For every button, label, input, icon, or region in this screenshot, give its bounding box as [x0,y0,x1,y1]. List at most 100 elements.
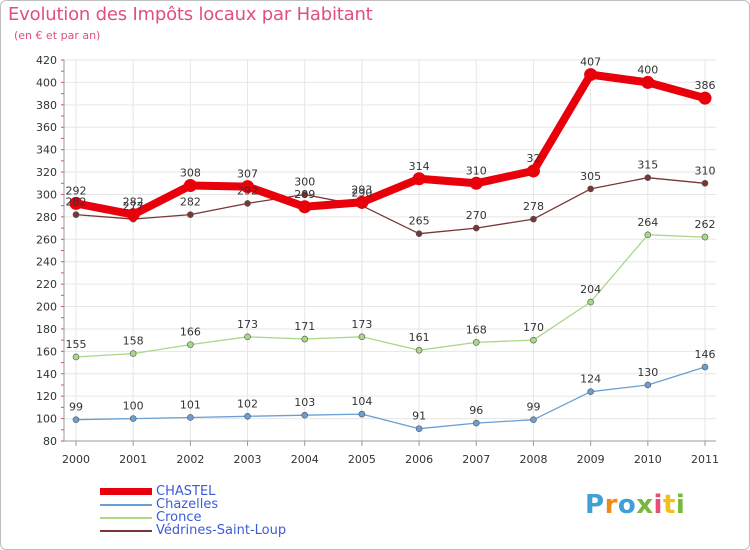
legend-label-chazelles: Chazelles [156,497,219,512]
data-point [358,410,366,418]
data-label: 282 [180,196,201,209]
data-label: 100 [123,400,144,413]
y-tick-label: 240 [36,256,57,269]
x-tick-label: 2009 [577,453,605,466]
data-point [241,180,255,194]
data-label: 407 [580,56,601,69]
y-tick-label: 160 [36,345,57,358]
data-label: 161 [409,331,430,344]
data-point [415,425,423,432]
data-point [72,416,80,424]
data-label: 166 [180,326,201,339]
data-label: 262 [695,218,716,231]
series-line-2 [75,234,706,358]
data-label: 32 [526,152,540,165]
y-tick-label: 180 [36,323,57,336]
x-tick-label: 2011 [691,453,719,466]
data-label: 400 [637,63,658,76]
x-tick-label: 2010 [634,453,662,466]
x-tick-label: 2005 [348,453,376,466]
data-label: 96 [469,404,483,417]
data-label: 102 [237,397,258,410]
data-label: 99 [526,401,540,414]
x-tick-label: 2007 [462,453,490,466]
y-tick-label: 300 [36,188,57,201]
y-tick-label: 360 [36,121,57,134]
chart-subtitle: (en € et par an) [14,29,101,42]
logo-letter: i [653,490,663,520]
data-point [244,413,251,420]
data-label: 155 [66,338,87,351]
data-label: 171 [294,320,315,333]
legend-swatch-vedrines [100,530,152,532]
data-label: 146 [695,348,716,361]
data-label: 265 [409,215,430,228]
logo-letter: x [636,490,654,520]
plot-area [64,60,716,441]
data-label: 101 [180,398,201,411]
data-label: 173 [237,318,258,331]
data-label: 308 [180,167,201,180]
data-point [530,416,537,424]
y-tick-label: 280 [36,211,57,224]
y-tick-label: 100 [36,413,57,426]
data-point [298,200,312,214]
logo-letter: o [617,490,637,520]
chart-title: Evolution des Impôts locaux par Habitant [8,4,373,25]
data-label: 99 [69,401,83,414]
data-point [126,208,140,222]
data-label: 124 [580,373,601,386]
series-lines [69,68,712,432]
data-point [584,68,598,82]
y-tick-label: 400 [36,76,57,89]
y-tick-label: 140 [36,368,57,381]
axes: 80 100 120 140 160 180 200 220 240 260 280 300 320 34… [36,54,719,466]
data-point [587,185,594,193]
series-line-3 [75,177,706,235]
data-point [530,336,537,344]
data-point [701,179,709,187]
data-label: 264 [637,216,658,229]
x-tick-label: 2006 [405,453,433,466]
data-point [644,381,652,389]
legend-label-chastel: CHASTEL [156,484,216,499]
data-label: 282 [123,196,144,209]
data-label: 173 [351,318,372,331]
y-tick-label: 200 [36,301,57,314]
data-label: 290 [351,187,372,200]
data-point [526,164,540,178]
data-point [587,298,594,306]
data-point [469,176,483,190]
data-label: 270 [466,209,487,222]
y-tick-label: 340 [36,144,57,157]
data-point [472,419,480,427]
data-point [301,411,309,419]
data-label: 386 [695,79,716,92]
x-tick-label: 2008 [519,453,547,466]
data-point [183,179,197,193]
data-label: 278 [523,200,544,213]
data-label: 307 [237,168,258,181]
y-tick-label: 220 [36,278,57,291]
data-point [641,75,655,89]
data-point [701,363,709,371]
data-label: 300 [294,175,315,188]
data-point [72,211,80,218]
y-tick-label: 260 [36,233,57,246]
logo-letter: t [662,490,676,520]
proxiti-logo: Proxiti [585,490,685,520]
logo-letter: P [585,490,605,520]
data-point [187,414,194,421]
data-label: 292 [66,184,87,197]
data-point [301,191,309,198]
series-line-0 [72,70,709,219]
x-tick-label: 2002 [176,453,204,466]
data-label: 315 [637,159,658,172]
grid-lines [64,59,716,442]
legend-label-cronce: Cronce [156,510,202,525]
logo-letter: r [604,490,618,520]
data-label: 204 [580,283,601,296]
data-label: 314 [409,160,430,173]
